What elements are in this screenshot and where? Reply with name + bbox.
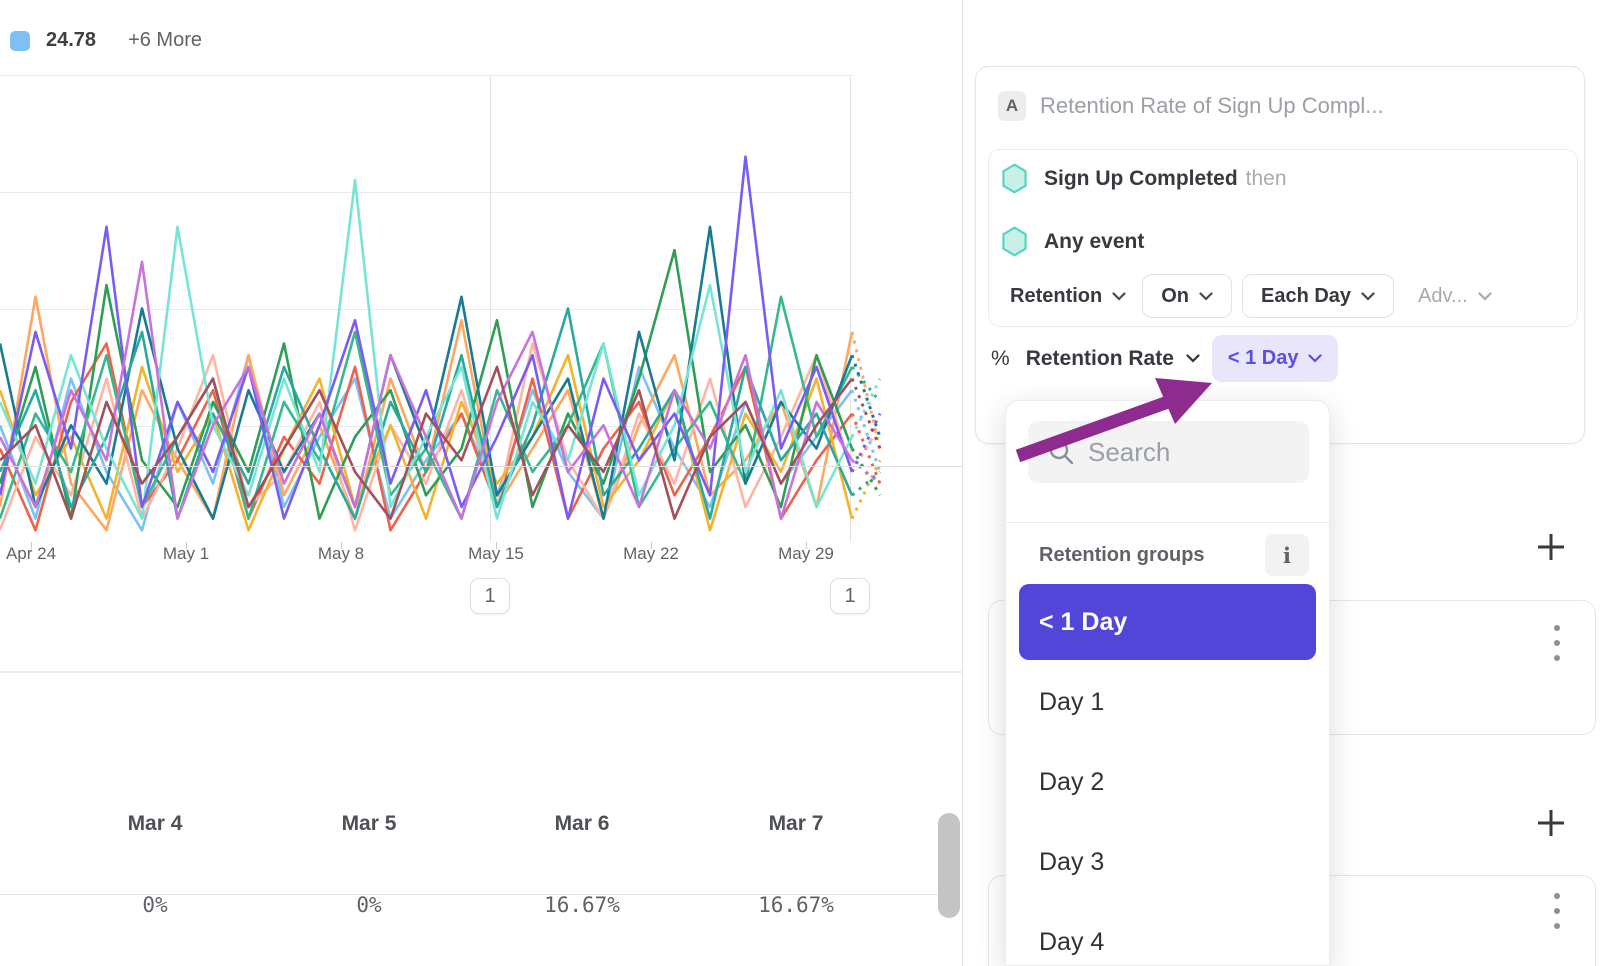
event-name[interactable]: Any event xyxy=(1044,229,1145,253)
add-query-button[interactable] xyxy=(1534,530,1568,564)
x-tick xyxy=(341,542,342,549)
controls-row: Retention On Each Day Adv... xyxy=(1004,274,1498,318)
event-suffix: then xyxy=(1245,166,1287,190)
metric-dropdown[interactable]: Retention Rate xyxy=(1026,347,1200,371)
x-axis-label: May 22 xyxy=(623,544,679,563)
search-icon xyxy=(1049,440,1074,465)
x-tick xyxy=(496,542,497,549)
event-row[interactable]: Any event xyxy=(1001,226,1144,257)
query-definition-card: A Retention Rate of Sign Up Compl... Sig… xyxy=(975,66,1585,444)
metric-row: % Retention Rate < 1 Day xyxy=(991,335,1339,382)
gridline xyxy=(0,426,853,427)
chevron-down-icon xyxy=(1112,291,1126,301)
kebab-icon xyxy=(1554,908,1560,914)
query-header: A Retention Rate of Sign Up Compl... xyxy=(998,91,1384,121)
scrollbar-thumb[interactable] xyxy=(938,813,960,918)
kebab-icon xyxy=(1554,625,1560,631)
retention-type-dropdown[interactable]: Retention xyxy=(1004,277,1132,316)
interval-dropdown[interactable]: Each Day xyxy=(1242,274,1395,318)
menu-option-day-4[interactable]: Day 4 xyxy=(1019,904,1316,965)
search-input[interactable] xyxy=(1088,436,1288,468)
table-header-cell[interactable]: Mar 5 xyxy=(341,812,397,835)
gridline xyxy=(0,75,853,76)
chart-series-lines xyxy=(0,155,882,532)
event-hexagon-icon xyxy=(1002,163,1027,194)
section-divider xyxy=(0,671,962,673)
x-axis-label: May 1 xyxy=(162,544,210,563)
gridline xyxy=(850,75,851,542)
gridline xyxy=(0,192,853,193)
info-icon[interactable]: i xyxy=(1265,534,1309,576)
table-divider xyxy=(0,894,941,895)
retention-bucket-dropdown[interactable]: < 1 Day xyxy=(1211,335,1339,382)
chevron-down-icon xyxy=(1308,354,1323,363)
event-hexagon-icon xyxy=(1002,226,1027,257)
more-options-button[interactable] xyxy=(1543,885,1571,937)
menu-divider xyxy=(1006,522,1329,523)
query-letter-badge: A xyxy=(998,91,1026,121)
kebab-icon xyxy=(1554,893,1560,899)
on-dropdown[interactable]: On xyxy=(1142,274,1232,318)
kebab-icon xyxy=(1554,640,1560,646)
retention-bucket-menu: Retention groups i < 1 Day Day 1 Day 2 D… xyxy=(1005,400,1330,966)
chart-legend: 24.78 +6 More xyxy=(10,29,202,52)
legend-series-label[interactable]: 24.78 xyxy=(46,29,97,51)
table-value-cell: 16.67% xyxy=(758,893,834,917)
kebab-icon xyxy=(1554,923,1560,929)
annotation-badge[interactable]: 1 xyxy=(830,578,870,614)
chevron-down-icon xyxy=(1186,354,1200,363)
table-header-cell[interactable]: Mar 6 xyxy=(554,812,610,835)
chevron-down-icon xyxy=(1478,291,1492,301)
event-name[interactable]: Sign Up Completed xyxy=(1044,166,1238,190)
menu-option-lt-1-day[interactable]: < 1 Day xyxy=(1019,584,1316,660)
advanced-dropdown[interactable]: Adv... xyxy=(1412,277,1498,316)
gridline xyxy=(490,75,491,542)
table-header-cell[interactable]: Mar 4 xyxy=(127,812,183,835)
search-box[interactable] xyxy=(1028,421,1309,483)
panel-divider xyxy=(962,0,963,966)
annotation-badge[interactable]: 1 xyxy=(470,578,510,614)
gridline xyxy=(0,309,853,310)
x-axis-label: May 8 xyxy=(317,544,365,563)
legend-swatch xyxy=(10,30,30,51)
query-title[interactable]: Retention Rate of Sign Up Compl... xyxy=(1040,93,1384,118)
table-value-cell: 16.67% xyxy=(544,893,620,917)
kebab-icon xyxy=(1554,655,1560,661)
group-label: Retention groups xyxy=(1039,543,1205,566)
x-axis-label: Apr 24 xyxy=(5,544,57,563)
table-header-cell[interactable]: Mar 7 xyxy=(768,812,824,835)
chevron-down-icon xyxy=(1361,291,1375,301)
x-tick xyxy=(31,542,32,549)
menu-option-day-3[interactable]: Day 3 xyxy=(1019,824,1316,900)
table-value-cell: 0% xyxy=(356,893,382,917)
menu-option-day-2[interactable]: Day 2 xyxy=(1019,744,1316,820)
event-row[interactable]: Sign Up Completed then xyxy=(1001,163,1287,194)
x-axis-line xyxy=(0,466,962,467)
plus-icon xyxy=(1538,810,1564,836)
x-axis-label: May 29 xyxy=(778,544,834,563)
event-card: Sign Up Completed then Any event Retenti… xyxy=(988,149,1578,327)
menu-option-day-1[interactable]: Day 1 xyxy=(1019,664,1316,740)
plus-icon xyxy=(1538,534,1564,560)
add-query-button[interactable] xyxy=(1534,806,1568,840)
group-row: Retention groups i xyxy=(1039,533,1309,577)
percent-sign: % xyxy=(991,346,1010,370)
more-options-button[interactable] xyxy=(1543,617,1571,669)
x-tick xyxy=(806,542,807,549)
chevron-down-icon xyxy=(1199,291,1213,301)
x-tick xyxy=(651,542,652,549)
x-tick xyxy=(186,542,187,549)
table-value-cell: 0% xyxy=(142,893,168,917)
x-axis-label: May 15 xyxy=(468,544,524,563)
retention-line-chart[interactable] xyxy=(0,75,882,542)
legend-more-label[interactable]: +6 More xyxy=(128,29,202,51)
